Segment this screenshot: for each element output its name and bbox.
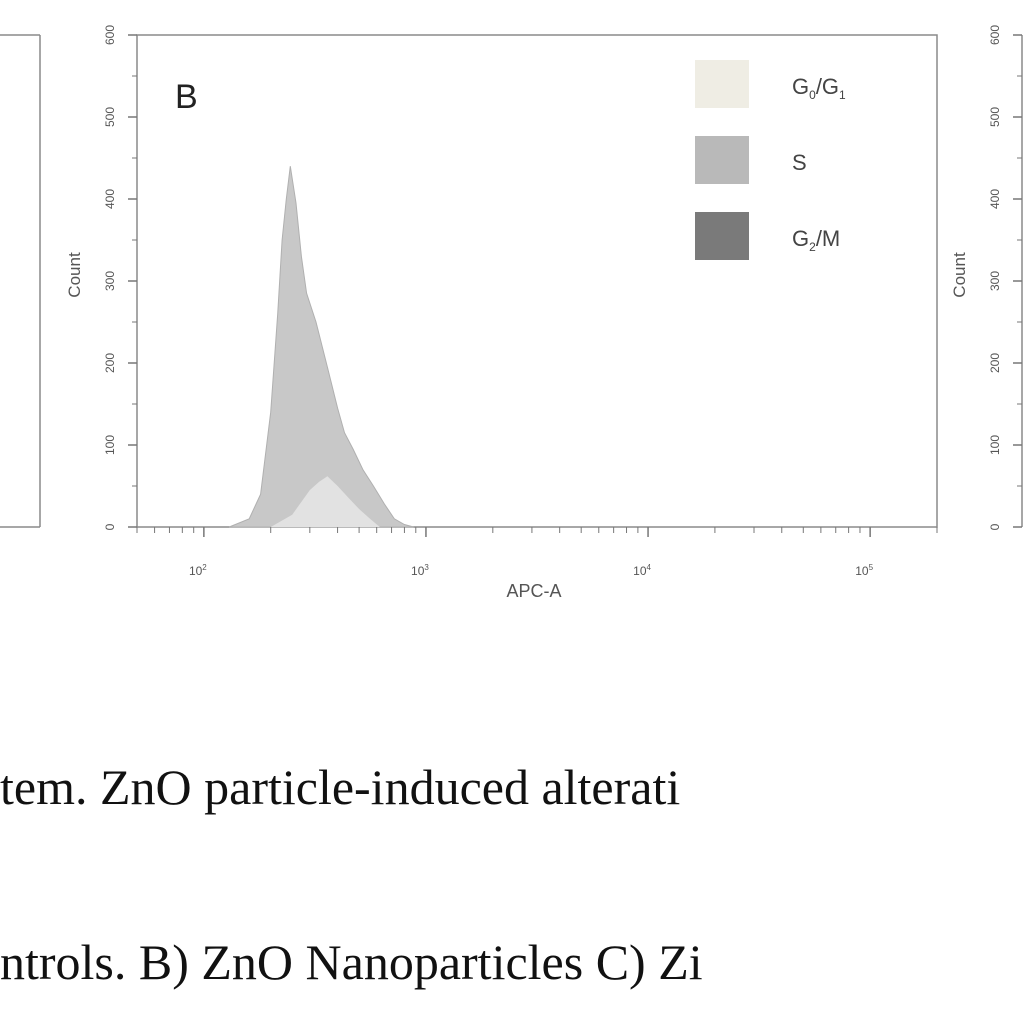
series-area-1	[229, 166, 414, 528]
y-tick-label: 200	[103, 353, 117, 373]
x-axis: 102 103 104 105	[136, 527, 938, 578]
y-tick-label: 600	[103, 25, 117, 45]
y-axis-label: Count	[65, 252, 84, 298]
legend-label: G2/M	[792, 226, 840, 254]
legend-swatch	[695, 136, 749, 184]
right-y-tick-label: 100	[988, 435, 1002, 455]
right-panel-fragment: 0 100 200 300 400 500 600 Count	[950, 25, 1023, 530]
series-layer	[229, 166, 414, 528]
left-panel-fragment	[0, 34, 41, 528]
panel-label: B	[175, 78, 198, 116]
y-tick-label: 0	[103, 523, 117, 530]
legend-item: G0/G1	[695, 60, 846, 108]
x-tick-label: 104	[633, 563, 651, 578]
legend-swatch	[695, 212, 749, 260]
x-tick-label: 103	[411, 563, 429, 578]
right-y-tick-label: 400	[988, 189, 1002, 209]
y-axis: 0 100 200 300 400 500 600	[103, 25, 137, 530]
legend: G0/G1 S G2/M	[695, 60, 846, 260]
right-y-tick-label: 300	[988, 271, 1002, 291]
caption-line-2: ntrols. B) ZnO Nanoparticles C) Zi	[0, 934, 703, 990]
right-y-tick-label: 200	[988, 353, 1002, 373]
plot-area	[136, 34, 938, 528]
right-panel-y-axis: 0 100 200 300 400 500 600	[988, 25, 1022, 530]
x-tick-label: 105	[855, 563, 873, 578]
histogram-panel-b: 0 100 200 300 400 500 600 102 103 104 105 B Count…	[65, 25, 938, 601]
flow-cytometry-figure: 0 100 200 300 400 500 600 102 103 104 105 B Count…	[0, 25, 1023, 601]
right-y-tick-label: 500	[988, 107, 1002, 127]
legend-swatch	[695, 60, 749, 108]
right-panel-y-axis-label: Count	[950, 252, 969, 298]
x-axis-label: APC-A	[506, 581, 561, 601]
right-y-tick-label: 0	[988, 523, 1002, 530]
caption-line-1: tem. ZnO particle-induced alterati	[0, 759, 681, 815]
legend-item: G2/M	[695, 212, 840, 260]
y-tick-label: 500	[103, 107, 117, 127]
y-tick-label: 100	[103, 435, 117, 455]
legend-label: G0/G1	[792, 74, 846, 102]
x-tick-label: 102	[189, 563, 207, 578]
y-tick-label: 400	[103, 189, 117, 209]
legend-item: S	[695, 136, 807, 184]
series-area-2	[270, 476, 380, 527]
y-tick-label: 300	[103, 271, 117, 291]
right-y-tick-label: 600	[988, 25, 1002, 45]
legend-label: S	[792, 150, 807, 175]
